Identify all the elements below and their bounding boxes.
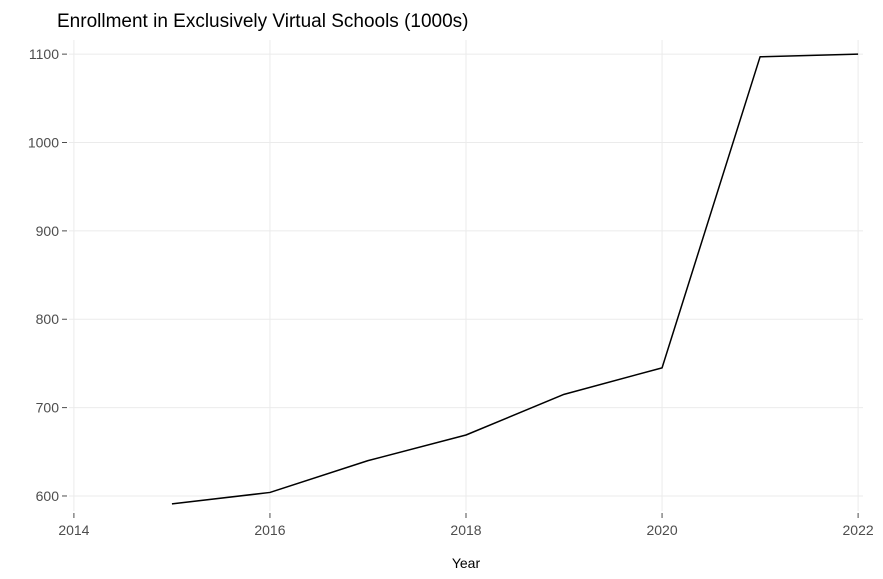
y-tick-label: 700 xyxy=(36,400,60,416)
series-layer xyxy=(171,53,859,505)
y-tick-label: 900 xyxy=(36,223,60,239)
x-tick-label: 2016 xyxy=(254,522,285,538)
x-tick-label: 2014 xyxy=(58,522,89,538)
y-tick-label: 1000 xyxy=(28,135,59,151)
x-tick-label: 2018 xyxy=(450,522,481,538)
grid-lines xyxy=(69,40,863,511)
x-tick-label: 2020 xyxy=(646,522,677,538)
y-tick-label: 1100 xyxy=(29,46,59,62)
chart-title: Enrollment in Exclusively Virtual School… xyxy=(57,11,469,32)
series-line xyxy=(171,53,859,505)
y-tick-label: 600 xyxy=(36,488,60,504)
y-tick-label: 800 xyxy=(36,311,60,327)
tick-labels: 600 700 800 900 1000 1100 2014 2016 2018 2020 2022 xyxy=(28,46,874,538)
x-axis-title: Year xyxy=(452,555,481,571)
x-tick-label: 2022 xyxy=(843,522,874,538)
axis-ticks xyxy=(62,53,859,518)
